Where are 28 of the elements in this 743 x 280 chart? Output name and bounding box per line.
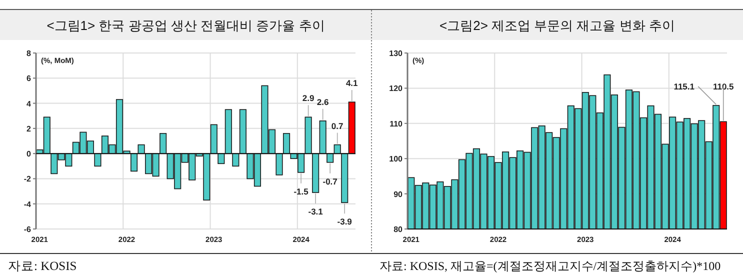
y-tick-label: 2 xyxy=(26,124,32,134)
y-tick-label: -6 xyxy=(24,225,32,234)
data-label: 110.5 xyxy=(712,81,734,92)
y-tick-label: 100 xyxy=(389,154,404,164)
y-tick-label: 4 xyxy=(26,99,32,108)
y-tick-label: 90 xyxy=(394,190,404,199)
y-tick-label: 110 xyxy=(390,119,404,128)
data-label: 115.1 xyxy=(674,81,695,92)
y-tick-label: -2 xyxy=(24,174,32,184)
text: 자료: KOSIS, 재고율=(계절조정재고지수/계절조정출하지수)*100 xyxy=(380,259,721,273)
data-label: 2.9 xyxy=(302,93,314,104)
data-label: -0.7 xyxy=(322,176,338,186)
chart-title: <그림1> 한국 광공업 생산 전월대비 증가율 추이 xyxy=(46,18,325,33)
data-label: 2.6 xyxy=(316,96,329,107)
chart-title: <그림2> 제조업 부문의 재고율 변화 추이 xyxy=(440,18,675,33)
y-tick-label: 120 xyxy=(389,84,404,94)
data-label: -1.5 xyxy=(294,186,309,196)
y-tick-label: 130 xyxy=(389,49,404,58)
data-label: -3.9 xyxy=(337,216,352,227)
data-label: 4.1 xyxy=(346,78,358,88)
y-tick-label: -4 xyxy=(24,200,32,209)
data-label: -3.1 xyxy=(308,206,324,217)
text: 자료: KOSIS xyxy=(8,259,77,273)
y-tick-label: 80 xyxy=(394,225,404,234)
data-label: 0.7 xyxy=(331,120,344,131)
y-tick-label: 8 xyxy=(26,49,32,58)
y-tick-label: 6 xyxy=(26,74,32,84)
y-tick-label: 0 xyxy=(26,150,32,159)
